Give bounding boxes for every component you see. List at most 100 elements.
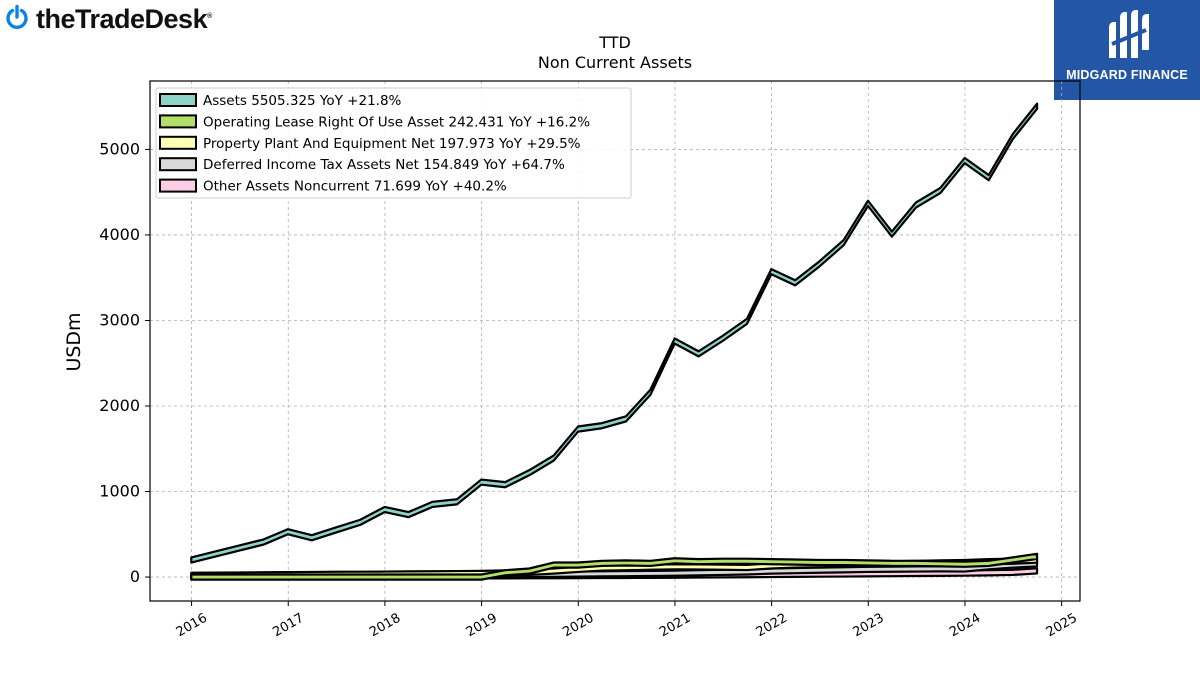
data-point — [674, 566, 676, 568]
data-point — [843, 242, 845, 244]
data-point — [746, 571, 748, 573]
x-tick-label: 2018 — [367, 611, 403, 641]
x-tick-label: 2023 — [850, 611, 886, 641]
data-point — [722, 572, 724, 574]
legend-swatch — [159, 114, 197, 129]
power-icon — [4, 4, 30, 34]
x-tick-label: 2020 — [560, 611, 596, 641]
data-point — [625, 418, 627, 420]
data-point — [601, 563, 603, 565]
data-point — [215, 553, 217, 555]
legend-swatch — [159, 135, 197, 150]
data-point — [867, 573, 869, 575]
legend-label: Operating Lease Right Of Use Asset 242.4… — [203, 114, 590, 130]
data-point — [746, 560, 748, 562]
legend-label: Other Assets Noncurrent 71.699 YoY +40.2… — [203, 179, 507, 195]
y-tick-label: 2000 — [99, 396, 140, 415]
data-point — [964, 563, 966, 565]
series-area-0 — [190, 102, 1039, 564]
plot-areas — [190, 102, 1039, 581]
data-point — [674, 560, 676, 562]
data-point — [940, 563, 942, 565]
data-point — [456, 576, 458, 578]
data-point — [215, 576, 217, 578]
data-point — [988, 563, 990, 565]
data-point — [698, 561, 700, 563]
data-point — [263, 541, 265, 543]
legend-label: Property Plant And Equipment Net 197.973… — [203, 136, 581, 152]
data-point — [794, 282, 796, 284]
data-point — [674, 340, 676, 342]
x-tick-label: 2025 — [1044, 611, 1080, 641]
data-point — [674, 572, 676, 574]
data-point — [818, 562, 820, 564]
data-point — [891, 573, 893, 575]
data-point — [577, 428, 579, 430]
series-area-1 — [190, 552, 1039, 581]
data-point — [625, 567, 627, 569]
data-point — [771, 561, 773, 563]
legend-swatch — [159, 93, 197, 107]
data-point — [1036, 570, 1038, 572]
data-point — [722, 560, 724, 562]
data-point — [843, 562, 845, 564]
data-point — [915, 563, 917, 565]
data-point — [915, 204, 917, 206]
data-point — [384, 576, 386, 578]
data-point — [311, 576, 313, 578]
data-point — [263, 576, 265, 578]
data-point — [481, 481, 483, 483]
legend: Assets 5505.325 YoY +21.8% Operating Leas… — [155, 87, 632, 199]
data-point — [650, 573, 652, 575]
y-tick-label: 4000 — [99, 225, 140, 244]
data-point — [432, 576, 434, 578]
data-point — [239, 547, 241, 549]
data-point — [1012, 136, 1014, 138]
data-point — [239, 576, 241, 578]
data-point — [867, 562, 869, 564]
data-point — [1036, 105, 1038, 107]
data-point — [408, 514, 410, 516]
tradedesk-logo-text: theTradeDesk® — [36, 3, 212, 34]
legend-box — [155, 87, 632, 199]
data-point — [867, 569, 869, 571]
legend-label: Deferred Income Tax Assets Net 154.849 Y… — [203, 157, 565, 173]
chart-title: TTD — [598, 33, 631, 52]
x-tick-label: 2019 — [464, 611, 500, 641]
data-point — [891, 233, 893, 235]
data-point — [504, 484, 506, 486]
data-point — [650, 563, 652, 565]
data-point — [481, 576, 483, 578]
y-tick-label: 1000 — [99, 482, 140, 501]
data-point — [408, 576, 410, 578]
data-point — [746, 321, 748, 323]
y-axis: 0 1000 2000 3000 4000 5000 — [99, 139, 150, 586]
legend-swatch — [159, 157, 197, 172]
data-point — [577, 569, 579, 571]
data-point — [794, 570, 796, 572]
x-tick-label: 2024 — [947, 611, 983, 641]
x-tick-label: 2017 — [270, 611, 306, 641]
data-point — [553, 570, 555, 572]
data-point — [625, 573, 627, 575]
data-point — [964, 568, 966, 570]
data-point — [771, 565, 773, 567]
data-point — [601, 425, 603, 427]
data-point — [287, 531, 289, 533]
data-point — [698, 572, 700, 574]
data-point — [456, 501, 458, 503]
data-point — [964, 160, 966, 162]
legend-label: Assets 5505.325 YoY +21.8% — [203, 93, 402, 109]
data-point — [528, 570, 530, 572]
data-point — [335, 529, 337, 531]
data-point — [577, 564, 579, 566]
data-point — [650, 392, 652, 394]
data-point — [335, 576, 337, 578]
data-point — [1012, 572, 1014, 574]
data-point — [722, 338, 724, 340]
midgard-finance-logo: MIDGARD FINANCE — [1054, 0, 1200, 100]
tradedesk-logo: theTradeDesk® — [4, 2, 212, 36]
data-point — [988, 572, 990, 574]
data-point — [722, 566, 724, 568]
